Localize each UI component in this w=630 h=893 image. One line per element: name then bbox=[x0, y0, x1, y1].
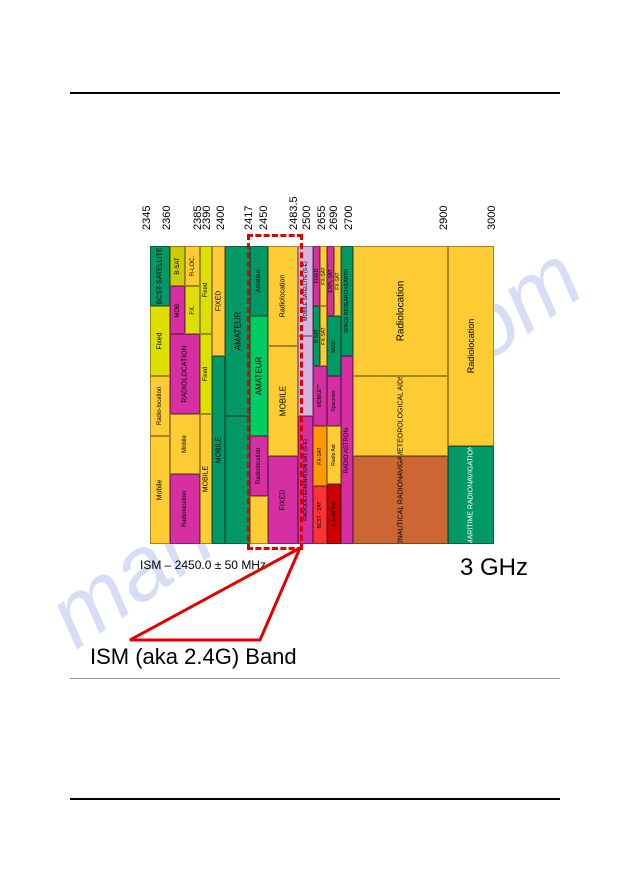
spectrum-block: Fixed bbox=[150, 306, 170, 376]
spectrum-chart: BCST-SATELLITEFixedRadio-locationMobileB… bbox=[140, 246, 528, 544]
spectrum-block: MOBILE bbox=[268, 346, 298, 456]
spectrum-block: R-LOC. bbox=[185, 246, 200, 286]
spectrum-block: MOB* bbox=[327, 316, 341, 376]
freq-labels: 23452360238523902400241724502483.5250026… bbox=[140, 174, 530, 234]
spectrum-block: AERONAUTICAL RADIONAVIGATION bbox=[353, 456, 448, 544]
spectrum-block: FX-SAT bbox=[313, 426, 327, 486]
freq-label: 2417 bbox=[243, 206, 255, 230]
caption: ISM (aka 2.4G) Band bbox=[90, 644, 297, 670]
spectrum-block: FX-SAT bbox=[334, 246, 341, 316]
spectrum-block: B-SAT bbox=[170, 246, 185, 286]
spectrum-block bbox=[298, 336, 313, 416]
spectrum-block: MOBILE bbox=[212, 356, 225, 544]
freq-label: 2360 bbox=[161, 206, 173, 230]
spectrum-block: AMATEUR bbox=[250, 316, 268, 436]
freq-label: 2400 bbox=[215, 206, 227, 230]
spectrum-block bbox=[250, 496, 268, 544]
spectrum-block: RADIOLOCATION bbox=[170, 334, 200, 414]
spectrum-block: E-Expl Sat bbox=[327, 484, 341, 544]
bottom-rule bbox=[70, 798, 560, 800]
spectrum-block: FX-SAT bbox=[320, 306, 327, 366]
spectrum-block: Radiolocation bbox=[170, 474, 200, 544]
freq-label: 2500 bbox=[301, 206, 313, 230]
freq-label: 2900 bbox=[438, 206, 450, 230]
freq-label: 3000 bbox=[486, 206, 498, 230]
spectrum-block: Radiolocation bbox=[353, 246, 448, 376]
spectrum-block: MOBILE SATELLITE (S-E) bbox=[298, 246, 313, 336]
spectrum-block: SPACE RESEARCH EARTH bbox=[341, 246, 353, 356]
spectrum-block bbox=[225, 416, 250, 544]
spectrum-block: Spaceres bbox=[327, 376, 341, 426]
spectrum-block: FX. bbox=[185, 286, 200, 334]
freq-label: 2655 bbox=[316, 206, 328, 230]
spectrum-block: Radio-location bbox=[150, 376, 170, 436]
ghz-label: 3 GHz bbox=[460, 554, 528, 582]
spectrum-block: Radiolocation bbox=[448, 246, 494, 446]
spectrum-block: MOB. bbox=[170, 286, 185, 334]
spectrum-block: MARITIME RADIONAVIGATION bbox=[448, 446, 494, 544]
freq-label: 2345 bbox=[141, 206, 153, 230]
freq-label: 2690 bbox=[328, 206, 340, 230]
spectrum-block: RADIODETERMINATION SAT. (S-E) bbox=[298, 416, 313, 544]
spectrum-block: FIXED bbox=[268, 456, 298, 544]
freq-label: 2483.5 bbox=[288, 196, 300, 230]
spectrum-block: Mobile bbox=[170, 414, 200, 474]
spectrum-block: RADIO ASTRON. bbox=[341, 356, 353, 544]
spectrum-block: Amateur bbox=[250, 246, 268, 316]
spectrum-block: Radiolocation bbox=[268, 246, 298, 346]
freq-label: 2700 bbox=[343, 206, 355, 230]
ism-note: ISM – 2450.0 ± 50 MHz bbox=[140, 558, 266, 572]
top-rule bbox=[70, 92, 560, 94]
spectrum-block: Mobile bbox=[150, 436, 170, 544]
spectrum-block: FIXED bbox=[313, 246, 320, 306]
spectrum-block: BCST-SATELLITE bbox=[150, 246, 170, 306]
spectrum-block: EXPL SAT bbox=[327, 246, 334, 316]
spectrum-block: AMATEUR bbox=[225, 246, 250, 416]
spectrum-block: Fixed bbox=[200, 246, 212, 334]
spectrum-block: FIXED bbox=[212, 246, 225, 356]
spectrum-block: MOBILE** bbox=[313, 366, 327, 426]
caption-rule bbox=[70, 678, 560, 679]
spectrum-block: Radio Ast bbox=[327, 426, 341, 484]
freq-label: 2390 bbox=[201, 206, 213, 230]
spectrum-block: Fixed bbox=[200, 334, 212, 414]
spectrum-block: Radiolocation bbox=[250, 436, 268, 496]
spectrum-block: METEOROLOGICAL AIDS bbox=[353, 376, 448, 456]
spectrum-block: MOBILE bbox=[200, 414, 212, 544]
spectrum-block: BCST - SAT bbox=[313, 486, 327, 544]
spectrum-block: FX-SAT bbox=[320, 246, 327, 306]
spectrum-block: B.SAT bbox=[313, 306, 320, 366]
freq-label: 2450 bbox=[258, 206, 270, 230]
